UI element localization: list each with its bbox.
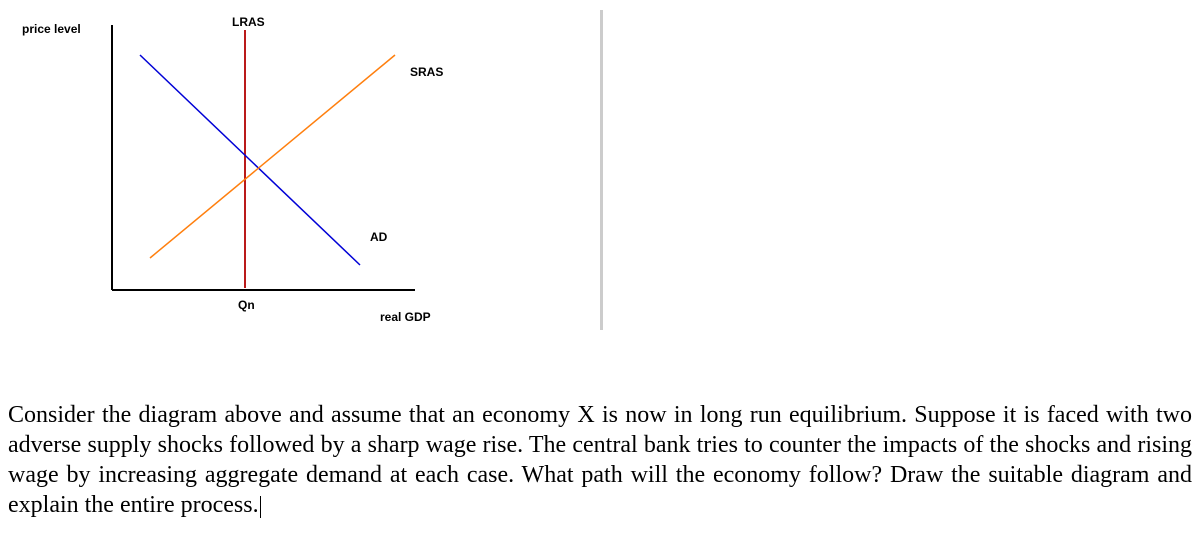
as-ad-chart: price level real GDP LRAS SRAS AD Qn [0,0,600,350]
ad-label: AD [370,230,387,244]
question-text-content: Consider the diagram above and assume th… [8,402,1192,518]
text-cursor [260,496,261,518]
qn-tick-label: Qn [238,298,255,312]
vertical-divider [600,10,603,330]
chart-svg [0,0,600,350]
y-axis-label: price level [22,22,81,36]
question-paragraph: Consider the diagram above and assume th… [0,350,1200,520]
top-region: price level real GDP LRAS SRAS AD Qn [0,0,1200,350]
sras-label: SRAS [410,65,443,79]
lras-label: LRAS [232,15,265,29]
ad-curve [140,55,360,265]
x-axis-label: real GDP [380,310,431,324]
sras-curve [150,55,395,258]
